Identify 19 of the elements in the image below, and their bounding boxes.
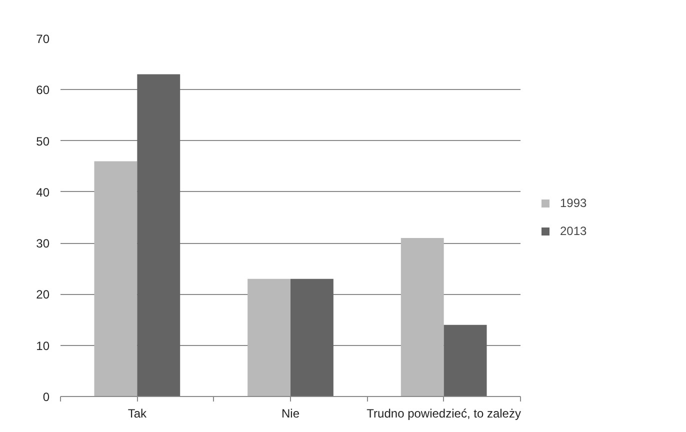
legend-label: 1993 <box>560 196 587 210</box>
bar <box>290 278 334 396</box>
y-tick-label: 60 <box>36 83 50 98</box>
y-tick-label: 20 <box>36 288 50 302</box>
bar <box>444 324 487 396</box>
y-tick-label: 10 <box>36 338 50 353</box>
bar <box>94 161 138 396</box>
bar <box>248 278 290 396</box>
x-tick-label: Trudno powiedzieć, to zależy <box>366 406 521 420</box>
x-tick-label: Tak <box>128 406 148 420</box>
bar <box>137 74 180 396</box>
y-tick-label: 0 <box>42 390 50 404</box>
y-tick-label: 30 <box>36 236 50 251</box>
bar <box>400 238 444 396</box>
x-tick-label: Nie <box>281 406 300 420</box>
y-tick-label: 40 <box>36 185 50 200</box>
y-tick-label: 70 <box>36 32 50 46</box>
legend-label: 2013 <box>560 224 587 238</box>
y-tick-label: 50 <box>36 134 50 148</box>
